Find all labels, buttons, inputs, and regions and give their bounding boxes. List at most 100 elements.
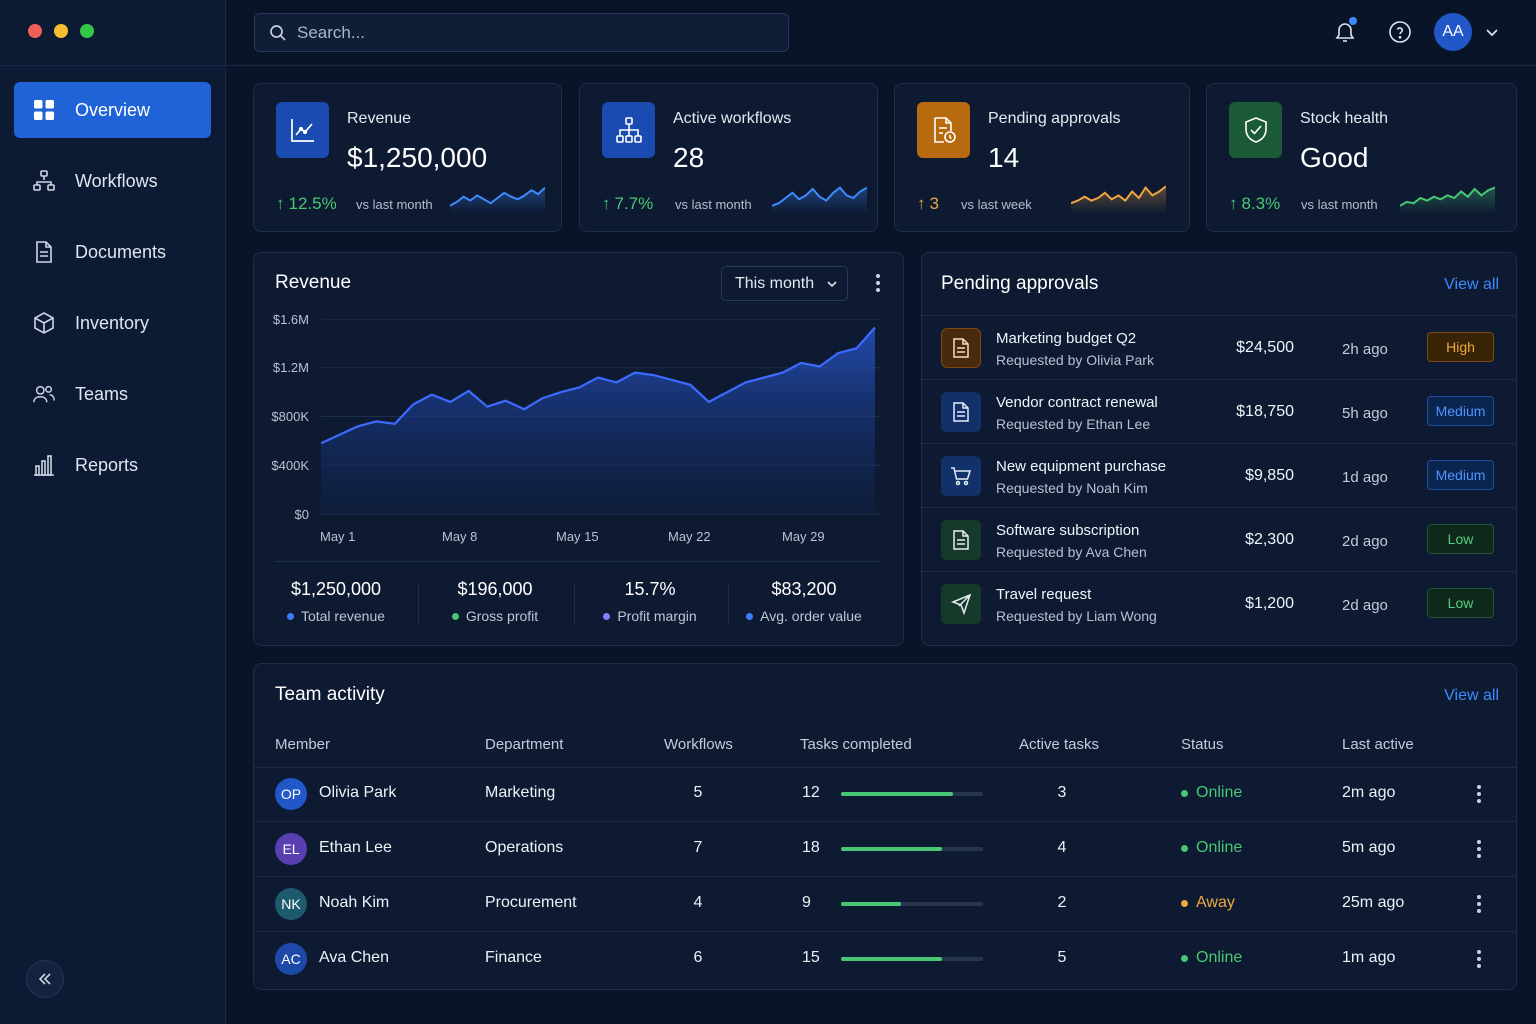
minimize-window-button[interactable] (54, 24, 68, 38)
notifications-button[interactable] (1325, 12, 1365, 52)
summary-label: Profit margin (590, 608, 710, 624)
table-row[interactable]: OP Olivia Park Marketing 5 12 3 Online 2… (254, 767, 1516, 822)
sidebar-item-reports[interactable]: Reports (14, 437, 211, 493)
approval-requester: Requested by Noah Kim (996, 480, 1148, 496)
arrow-up-icon: ↑ (917, 194, 926, 213)
column-header-last-active[interactable]: Last active (1342, 736, 1414, 753)
sparkline (1071, 185, 1166, 214)
column-header-status[interactable]: Status (1181, 736, 1224, 753)
delta-value: 12.5% (288, 194, 337, 213)
help-button[interactable] (1380, 12, 1420, 52)
document-icon (941, 328, 981, 368)
priority-badge: Low (1427, 588, 1494, 618)
summary-profit-margin: 15.7% Profit margin (590, 579, 710, 624)
x-tick-label: May 8 (442, 529, 478, 544)
sidebar-item-inventory[interactable]: Inventory (14, 295, 211, 351)
document-icon (941, 392, 981, 432)
last-active: 25m ago (1342, 894, 1405, 911)
row-more-button[interactable] (1469, 947, 1489, 971)
approvals-view-all-link[interactable]: View all (1444, 276, 1499, 293)
sparkline-area (772, 187, 867, 214)
x-tick-label: May 1 (320, 529, 356, 544)
column-header-active-tasks[interactable]: Active tasks (1019, 736, 1100, 753)
workflow-icon (32, 169, 56, 193)
summary-value: $1,250,000 (290, 579, 382, 599)
last-active: 1m ago (1342, 949, 1396, 966)
stat-delta: ↑ 8.3% (1229, 194, 1280, 214)
close-window-button[interactable] (28, 24, 42, 38)
stat-card-pending-approvals[interactable]: Pending approvals 14 ↑ 3 vs last week (894, 83, 1190, 232)
approval-row[interactable]: New equipment purchase Requested by Noah… (922, 443, 1516, 507)
approval-title: Marketing budget Q2 (996, 330, 1137, 347)
approval-row[interactable]: Travel request Requested by Liam Wong $1… (922, 571, 1516, 635)
column-header-department[interactable]: Department (485, 736, 564, 753)
period-select[interactable]: This month (721, 266, 848, 301)
document-icon (941, 520, 981, 560)
chevron-down-icon (1486, 29, 1498, 37)
row-more-button[interactable] (1469, 892, 1489, 916)
sidebar-item-label: Workflows (75, 170, 158, 191)
revenue-more-button[interactable] (868, 271, 888, 295)
collapse-sidebar-button[interactable] (26, 960, 64, 998)
stat-card-revenue[interactable]: Revenue $1,250,000 ↑ 12.5% vs last month (253, 83, 562, 232)
table-row[interactable]: EL Ethan Lee Operations 7 18 4 Online 5m… (254, 822, 1516, 877)
sidebar-item-label: Reports (75, 454, 139, 475)
y-tick-label: $400K (271, 458, 309, 473)
arrow-up-icon: ↑ (276, 194, 285, 213)
sparkline-line (772, 186, 867, 207)
column-header-member[interactable]: Member (275, 736, 331, 753)
summary-label: Gross profit (435, 608, 555, 624)
priority-badge: High (1427, 332, 1494, 362)
active-tasks: 2 (1057, 894, 1067, 911)
approval-title: Software subscription (996, 522, 1140, 539)
period-select-value: This month (735, 274, 815, 292)
row-more-button[interactable] (1469, 782, 1489, 806)
panel-title: Team activity (275, 684, 385, 705)
user-avatar[interactable]: AA (1434, 13, 1472, 51)
sidebar-item-teams[interactable]: Teams (14, 366, 211, 422)
search-bar[interactable] (254, 13, 789, 52)
stat-card-active-workflows[interactable]: Active workflows 28 ↑ 7.7% vs last month (579, 83, 878, 232)
sidebar-item-label: Documents (75, 241, 167, 262)
column-header-workflows[interactable]: Workflows (664, 736, 733, 753)
status-indicator: Online (1181, 839, 1242, 857)
help-icon (1389, 21, 1411, 43)
sidebar-item-workflows[interactable]: Workflows (14, 153, 211, 209)
approval-row[interactable]: Vendor contract renewal Requested by Eth… (922, 379, 1516, 443)
team-table-body: OP Olivia Park Marketing 5 12 3 Online 2… (254, 767, 1516, 989)
column-header-tasks-completed[interactable]: Tasks completed (800, 736, 912, 753)
team-view-all-link[interactable]: View all (1444, 687, 1499, 704)
last-active: 5m ago (1342, 839, 1396, 856)
stat-card-stock-health[interactable]: Stock health Good ↑ 8.3% vs last month (1206, 83, 1517, 232)
approval-row[interactable]: Software subscription Requested by Ava C… (922, 507, 1516, 571)
sparkline (772, 186, 867, 214)
tasks-completed: 15 (802, 949, 820, 966)
summary-gross-profit: $196,000 Gross profit (435, 579, 555, 624)
user-menu-button[interactable] (1478, 12, 1506, 52)
approval-requester: Requested by Ava Chen (996, 544, 1147, 560)
tasks-progress-bar (841, 902, 983, 906)
row-more-button[interactable] (1469, 837, 1489, 861)
stat-compare: vs last month (356, 197, 433, 212)
workflows-count: 7 (693, 839, 703, 856)
stat-label: Revenue (347, 110, 412, 127)
maximize-window-button[interactable] (80, 24, 94, 38)
table-row[interactable]: AC Ava Chen Finance 6 15 5 Online 1m ago (254, 932, 1516, 987)
summary-value: $196,000 (457, 579, 533, 599)
summary-separator (728, 583, 729, 625)
topbar-actions: AA (1325, 12, 1506, 52)
sidebar-item-documents[interactable]: Documents (14, 224, 211, 280)
status-indicator: Online (1181, 784, 1242, 802)
approval-amount: $9,850 (1245, 467, 1294, 484)
sidebar-item-overview[interactable]: Overview (14, 82, 211, 138)
avatar: OP (275, 778, 307, 810)
arrow-up-icon: ↑ (602, 194, 611, 213)
table-row[interactable]: NK Noah Kim Procurement 4 9 2 Away 25m a… (254, 877, 1516, 932)
stat-label: Pending approvals (988, 110, 1121, 127)
approval-row[interactable]: Marketing budget Q2 Requested by Olivia … (922, 315, 1516, 379)
search-input[interactable] (297, 22, 777, 43)
panel-title: Revenue (275, 272, 352, 293)
summary-divider (274, 561, 881, 562)
chevron-down-icon (827, 280, 837, 287)
